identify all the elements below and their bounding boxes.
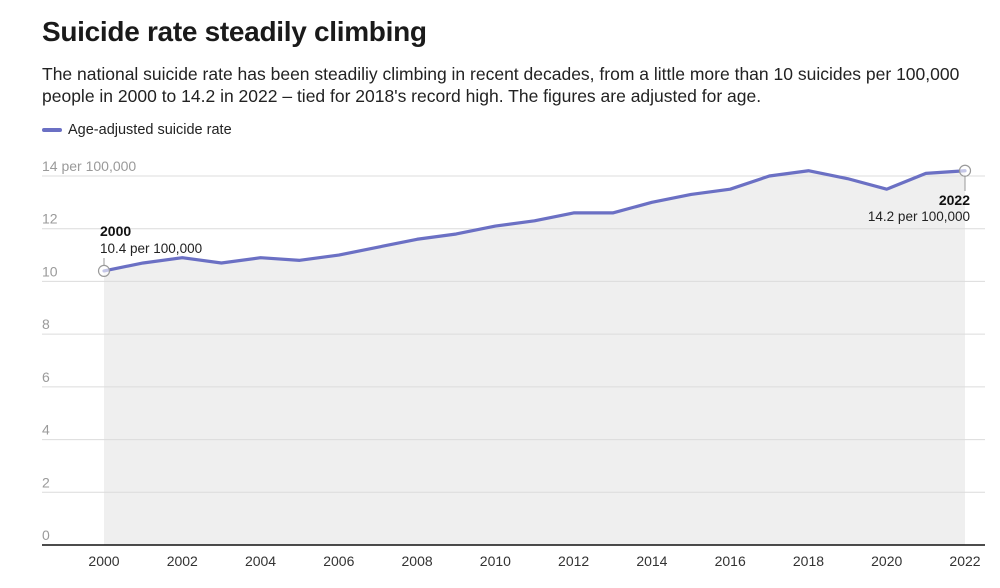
annotation-year: 2022 [939,192,970,208]
legend-swatch [42,128,62,132]
area-fill [104,170,965,545]
x-tick-label: 2010 [480,553,511,569]
y-tick-label: 14 per 100,000 [42,158,136,174]
x-tick-label: 2018 [793,553,824,569]
y-tick-label: 6 [42,369,50,385]
y-tick-label: 10 [42,263,58,279]
annotation-value: 14.2 per 100,000 [868,209,970,224]
y-tick-label: 0 [42,527,50,543]
x-tick-label: 2014 [636,553,667,569]
y-tick-label: 12 [42,211,58,227]
chart-subtitle: The national suicide rate has been stead… [42,64,960,106]
x-tick-label: 2000 [88,553,119,569]
chart-title: Suicide rate steadily climbing [42,16,427,47]
x-tick-label: 2016 [715,553,746,569]
x-tick-label: 2002 [167,553,198,569]
x-tick-label: 2022 [949,553,980,569]
y-tick-label: 8 [42,316,50,332]
x-tick-label: 2012 [558,553,589,569]
legend: Age-adjusted suicide rate [42,122,232,138]
annotation-year: 2000 [100,223,131,239]
x-tick-label: 2008 [402,553,433,569]
x-tick-label: 2004 [245,553,276,569]
annotation-value: 10.4 per 100,000 [100,241,202,256]
series-line [102,169,967,273]
annotation-marker [958,164,972,177]
annotation-marker [97,264,111,277]
y-tick-label: 2 [42,474,50,490]
y-tick-label: 4 [42,422,50,438]
x-tick-label: 2020 [871,553,902,569]
x-tick-label: 2006 [323,553,354,569]
legend-label: Age-adjusted suicide rate [68,122,232,138]
